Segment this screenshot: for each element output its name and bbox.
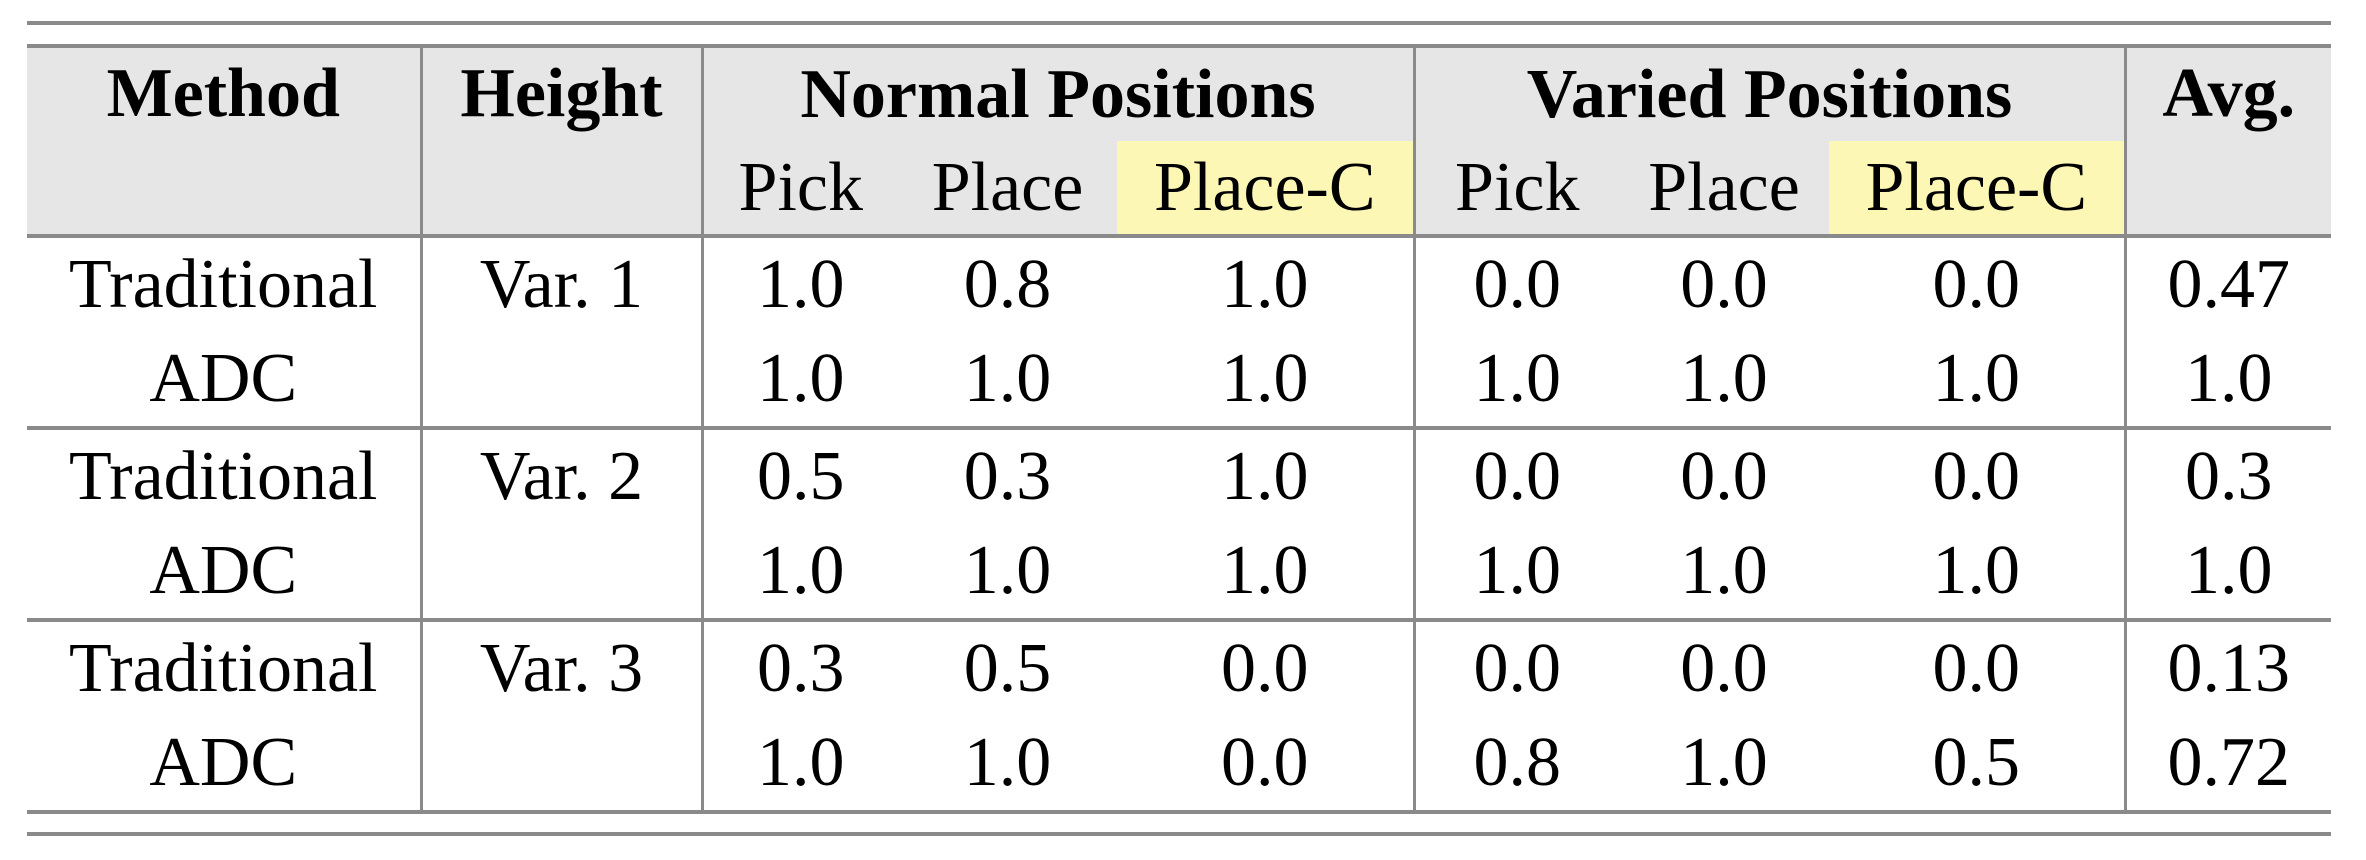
height-cell: Var. 1	[419, 234, 702, 332]
header-varied-place: Place	[1619, 141, 1830, 236]
height-cell	[419, 524, 702, 620]
value-cell: 1.0	[1412, 332, 1620, 428]
row-group: Traditional Var. 3 0.3 0.5 0.0 0.0 0.0 0.0 0.13 A…	[27, 618, 2332, 814]
table-row: Traditional Var. 2 0.5 0.3 1.0 0.0 0.0 0.0 0.3	[27, 426, 2332, 524]
value-cell: 1.0	[963, 532, 1052, 609]
header-avg: Avg.	[2123, 44, 2332, 236]
value-cell: 1.0	[700, 234, 898, 332]
avg-cell: 1.0	[2123, 524, 2332, 620]
height-cell: Var. 3	[419, 618, 702, 716]
value-cell: 0.0	[1619, 426, 1830, 524]
results-table: Method Height Normal Positions Varied Po…	[27, 44, 2332, 814]
value-cell: 0.0	[1117, 618, 1415, 716]
row-group: Traditional Var. 2 0.5 0.3 1.0 0.0 0.0 0.0 0.3 AD…	[27, 426, 2332, 620]
method-cell: ADC	[27, 716, 421, 814]
avg-cell: 0.47	[2123, 234, 2332, 332]
header-normal-pick: Pick	[700, 141, 898, 236]
value-cell: 1.0	[700, 716, 898, 814]
value-cell: 0.3	[898, 426, 1117, 524]
avg-cell: 1.0	[2123, 332, 2332, 428]
value-cell: 0.5	[700, 426, 898, 524]
value-cell: 1.0	[1619, 716, 1830, 814]
value-cell: 1.0	[700, 524, 898, 620]
value-cell: 1.0	[1221, 340, 1309, 417]
value-cell: 0.5	[1829, 716, 2126, 814]
method-cell: ADC	[149, 532, 298, 609]
method-cell: ADC	[149, 340, 298, 417]
header-varied-positions: Varied Positions	[1412, 44, 2126, 141]
bottom-rule	[27, 832, 2331, 836]
header-normal-place-c: Place-C	[1117, 141, 1415, 236]
height-cell	[419, 332, 702, 428]
value-cell: 0.5	[898, 618, 1117, 716]
method-cell: Traditional	[27, 234, 421, 332]
value-cell: 0.0	[1117, 716, 1415, 814]
height-cell	[419, 716, 702, 814]
avg-cell: 0.13	[2123, 618, 2332, 716]
value-cell: 1.0	[1412, 524, 1620, 620]
row-group: Traditional Var. 1 1.0 0.8 1.0 0.0 0.0 0.0 0.47 A…	[27, 234, 2332, 428]
value-cell: 1.0	[963, 340, 1052, 417]
table-row: Traditional Var. 1 1.0 0.8 1.0 0.0 0.0 0.0 0.47	[27, 234, 2332, 332]
value-cell: 0.0	[1829, 618, 2126, 716]
value-cell: 0.0	[1619, 618, 1830, 716]
avg-cell: 0.3	[2123, 426, 2332, 524]
header-height: Height	[419, 44, 702, 236]
value-cell: 0.3	[700, 618, 898, 716]
header-varied-pick: Pick	[1412, 141, 1620, 236]
value-cell: 0.8	[898, 234, 1117, 332]
header-normal-place: Place	[898, 141, 1117, 236]
height-cell: Var. 2	[419, 426, 702, 524]
value-cell: 0.0	[1829, 426, 2126, 524]
top-rule	[27, 21, 2331, 25]
table-row: ADC 1.0 1.0 1.0 1.0 1.0 1.0 1.0	[27, 332, 2332, 428]
value-cell: 0.0	[1829, 234, 2126, 332]
table-row: ADC 1.0 1.0 0.0 0.8 1.0 0.5 0.72	[27, 716, 2332, 814]
value-cell: 0.0	[1619, 234, 1830, 332]
value-cell: 1.0	[1680, 340, 1768, 417]
value-cell: 0.0	[1412, 618, 1620, 716]
avg-cell: 0.72	[2123, 716, 2332, 814]
header-varied-place-c: Place-C	[1829, 141, 2126, 236]
value-cell: 1.0	[1117, 426, 1415, 524]
table-row: Traditional Var. 3 0.3 0.5 0.0 0.0 0.0 0.0 0.13	[27, 618, 2332, 716]
value-cell: 1.0	[1932, 532, 2021, 609]
value-cell: 1.0	[1680, 532, 1768, 609]
value-cell: 1.0	[1932, 340, 2021, 417]
value-cell: 1.0	[700, 332, 898, 428]
value-cell: 0.8	[1412, 716, 1620, 814]
header-method: Method	[27, 44, 421, 236]
method-cell: Traditional	[27, 426, 421, 524]
table-row: ADC 1.0 1.0 1.0 1.0 1.0 1.0 1.0	[27, 524, 2332, 620]
method-cell: Traditional	[27, 618, 421, 716]
value-cell: 0.0	[1412, 234, 1620, 332]
header-normal-positions: Normal Positions	[700, 44, 1415, 141]
value-cell: 1.0	[1221, 532, 1309, 609]
value-cell: 1.0	[1117, 234, 1415, 332]
value-cell: 1.0	[898, 716, 1117, 814]
value-cell: 0.0	[1412, 426, 1620, 524]
